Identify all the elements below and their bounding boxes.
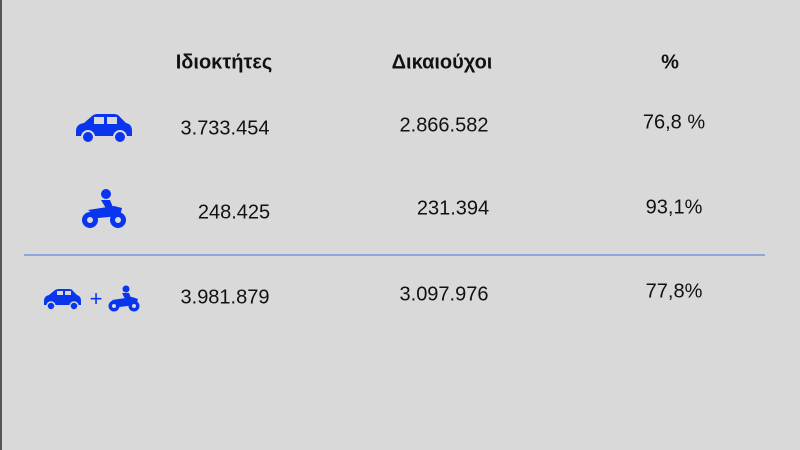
plus-sign: + (89, 286, 103, 311)
cell: 3.981.879 (180, 286, 270, 309)
cell: 76,8 % (642, 111, 706, 134)
car-icon (76, 114, 132, 144)
cell: 93,1% (645, 196, 703, 219)
cell: 77,8% (645, 280, 703, 303)
cell: 2.866.582 (399, 114, 489, 137)
car-small-icon (44, 289, 81, 311)
header: Δικαιούχοι (391, 51, 493, 74)
header: % (661, 51, 679, 74)
motorcycle-small-icon (108, 285, 140, 312)
cell: 231.394 (416, 197, 490, 220)
header: Ιδιοκτήτες (175, 51, 273, 74)
cell: 248.425 (197, 201, 271, 224)
cell: 3.733.454 (180, 117, 270, 140)
motorcycle-icon (82, 189, 126, 228)
cell: 3.097.976 (399, 283, 489, 306)
